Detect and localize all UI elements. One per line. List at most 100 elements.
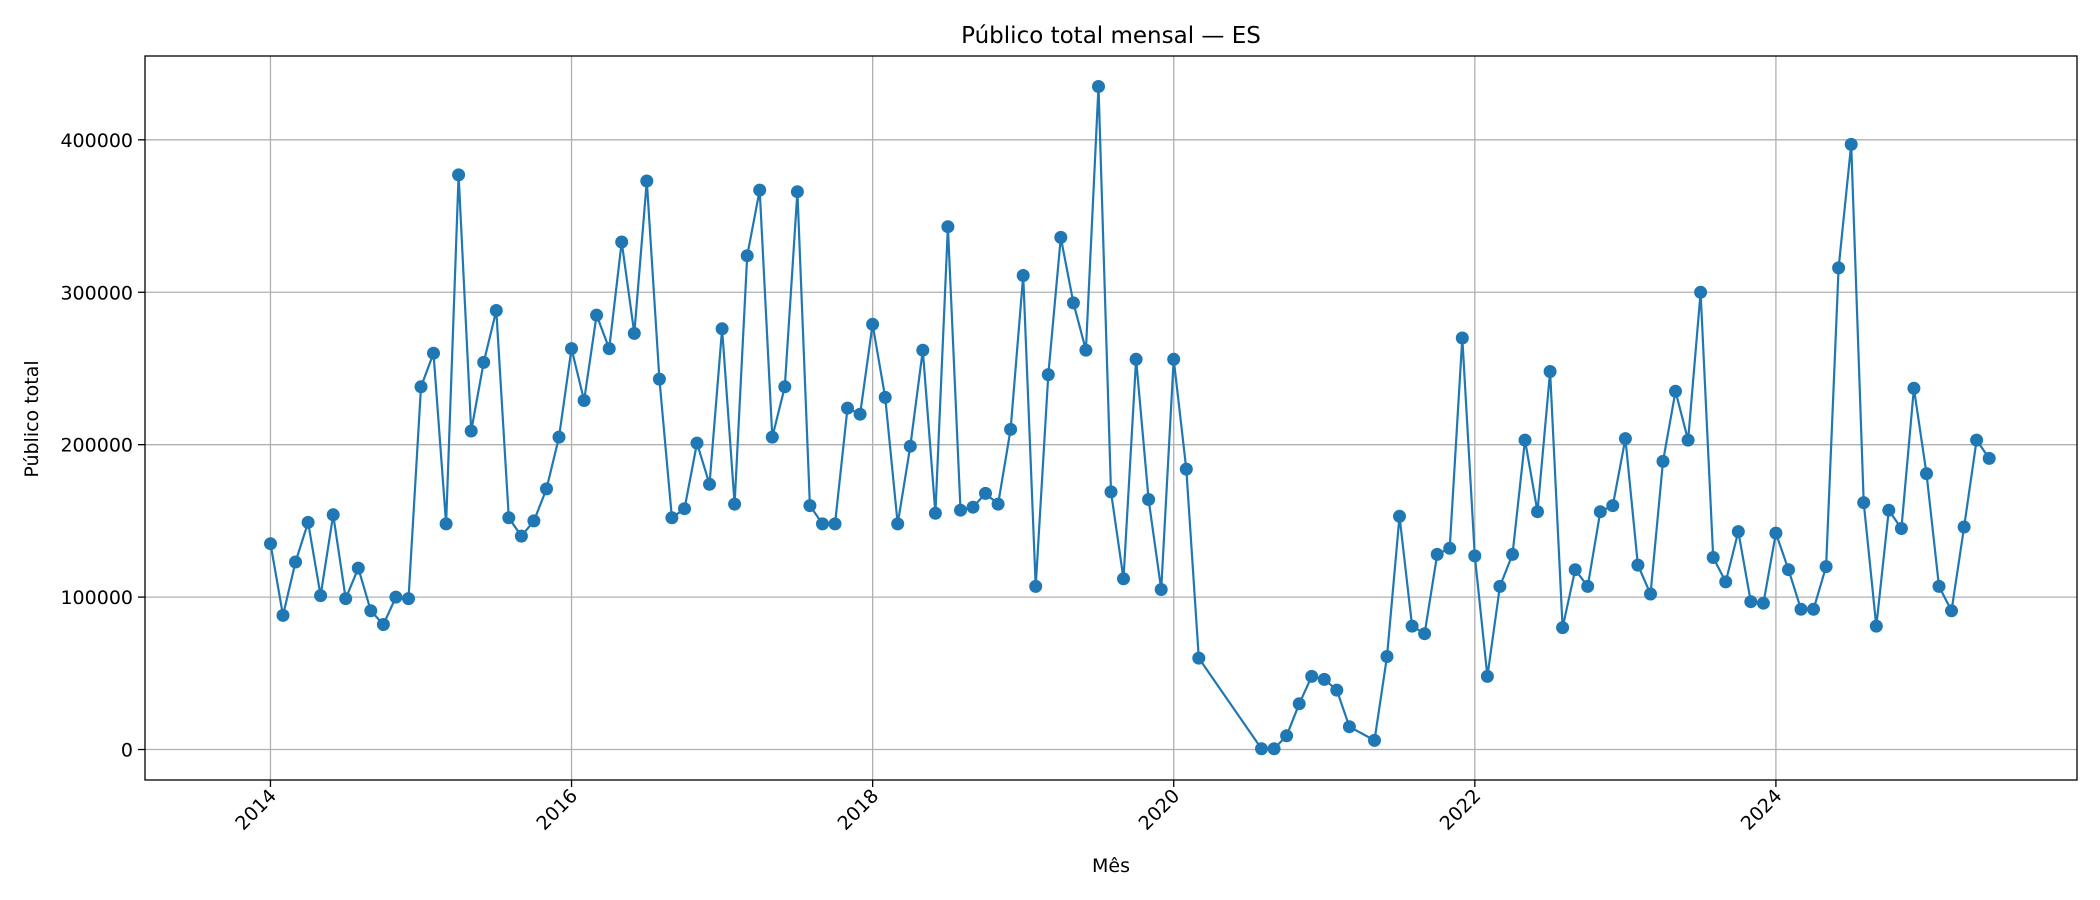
data-point [1430, 547, 1444, 561]
data-point [1769, 526, 1783, 540]
data-point [778, 380, 792, 394]
data-point [1192, 651, 1206, 665]
data-point [464, 424, 478, 438]
data-point [264, 537, 277, 551]
data-point [1945, 604, 1958, 618]
data-point [1719, 575, 1733, 589]
data-point [1631, 558, 1645, 572]
data-point [1292, 697, 1306, 711]
data-point [364, 604, 378, 618]
data-point [1807, 602, 1820, 616]
data-point [1894, 522, 1908, 535]
data-point [979, 486, 992, 500]
data-point [1568, 563, 1582, 577]
data-point [477, 355, 491, 369]
data-point [652, 372, 666, 386]
data-point [1681, 433, 1695, 447]
data-point [402, 592, 415, 606]
data-point [314, 589, 328, 603]
data-point [1907, 381, 1921, 395]
data-point [1706, 551, 1720, 564]
data-point [577, 394, 591, 407]
data-point [954, 503, 967, 517]
data-point [753, 183, 767, 197]
y-tick-label: 0 [121, 740, 133, 762]
data-point [790, 185, 804, 199]
data-point [1656, 454, 1670, 468]
chart-title: Público total mensal — ES [961, 23, 1261, 49]
data-point [803, 499, 817, 513]
data-point [502, 511, 516, 525]
data-point [1581, 579, 1595, 593]
data-point [1531, 505, 1544, 519]
data-point [765, 430, 779, 444]
data-point [552, 430, 566, 444]
data-point [1593, 505, 1607, 519]
data-point [1731, 525, 1745, 539]
data-point [1455, 331, 1469, 345]
y-axis: 0 100000 200000 300000 400000 [60, 130, 145, 762]
data-point [351, 561, 365, 575]
data-point [276, 608, 290, 622]
data-point [489, 304, 503, 317]
data-point [1255, 742, 1268, 756]
data-point [678, 502, 691, 516]
data-point [816, 517, 829, 531]
data-point [841, 401, 854, 415]
data-point [1932, 579, 1946, 593]
data-point [891, 517, 905, 531]
data-point [627, 326, 641, 340]
data-point [1694, 285, 1708, 299]
data-point [326, 508, 340, 522]
data-point [1556, 621, 1570, 635]
data-point [1041, 368, 1055, 382]
data-point [1869, 619, 1883, 633]
grid [145, 56, 2077, 780]
data-point [1004, 422, 1018, 436]
data-point [439, 517, 453, 531]
data-point [1016, 269, 1030, 282]
data-point [1480, 669, 1494, 683]
data-point [1857, 496, 1871, 510]
data-point [376, 618, 390, 631]
data-point [540, 482, 553, 496]
data-point [289, 555, 302, 569]
data-point [1832, 261, 1846, 275]
data-point [1104, 485, 1118, 499]
data-point [690, 436, 704, 450]
data-point [1506, 547, 1519, 561]
data-point [452, 168, 466, 182]
data-point [1380, 650, 1394, 663]
data-point [1393, 509, 1406, 523]
data-point [1029, 579, 1043, 593]
data-point [740, 249, 754, 263]
data-point [1970, 433, 1984, 447]
data-point [1317, 672, 1331, 686]
data-point [853, 407, 867, 421]
data-point [991, 497, 1005, 511]
data-point [1280, 729, 1294, 743]
data-point [1342, 720, 1356, 734]
data-point [878, 390, 892, 404]
data-point [1882, 503, 1896, 517]
data-point [1405, 619, 1419, 633]
data-point [703, 477, 716, 491]
data-point [1518, 433, 1532, 447]
data-point [1154, 583, 1168, 596]
data-point [301, 515, 315, 529]
plot-frame [144, 55, 2078, 781]
data-point [1117, 572, 1130, 586]
data-point [1982, 451, 1996, 465]
data-point [527, 514, 541, 528]
data-point [1644, 587, 1657, 601]
data-point [966, 500, 980, 514]
series-markers-group [264, 80, 1996, 756]
data-point [1493, 579, 1507, 593]
data-point [1330, 683, 1344, 697]
data-point [1756, 596, 1770, 610]
data-point [928, 506, 942, 520]
data-point [1079, 343, 1093, 357]
data-point [1054, 230, 1068, 244]
